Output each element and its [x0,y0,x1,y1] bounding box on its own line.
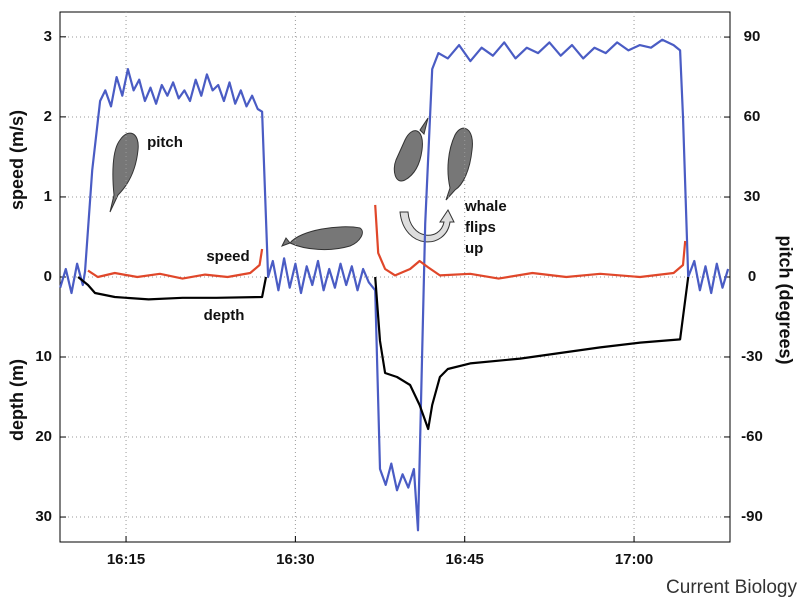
y2-tick-label: 0 [748,268,756,285]
x-tick-label: 17:00 [615,551,653,568]
depth-tick-label: 20 [35,428,52,445]
x-tick-label: 16:15 [107,551,145,568]
series-line [87,204,687,280]
whale-icons [109,117,473,251]
y2-tick-label: 90 [744,28,761,45]
y2-tick-label: -60 [741,428,763,445]
y2-tick-label: -90 [741,508,763,525]
annotation-line: up [465,240,483,257]
y-axis-label: speed (m/s) [7,110,27,210]
flip-arrow [399,209,455,243]
y2-tick-label: 30 [744,188,761,205]
y-tick-label: 2 [44,108,52,125]
annotation-line: flips [465,219,496,236]
series-line [77,276,690,431]
y2-axis-label: pitch (degrees) [775,235,795,364]
y-tick-label: 1 [44,188,52,205]
depth-axis-label: depth (m) [7,359,27,441]
whale-icon [393,117,429,182]
annotation: speed [206,248,249,265]
annotation: whale flips up [464,198,507,257]
whale-icon [109,132,139,213]
annotation: pitch [147,134,183,151]
curved-arrow [399,209,455,243]
y-tick-label: 0 [44,268,52,285]
annotation: depth [204,307,245,324]
depth-tick-label: 30 [35,508,52,525]
whale-icon [280,226,363,251]
x-tick-label: 16:30 [276,551,314,568]
y2-tick-label: 60 [744,108,761,125]
y-tick-label: 3 [44,28,52,45]
source: Current Biology [666,577,797,598]
x-tick-label: 16:45 [446,551,484,568]
y2-tick-label: -30 [741,348,763,365]
series-line [59,38,730,532]
depth-tick-label: 10 [35,348,52,365]
annotation-line: whale [464,198,507,215]
whale-icon [445,127,473,201]
